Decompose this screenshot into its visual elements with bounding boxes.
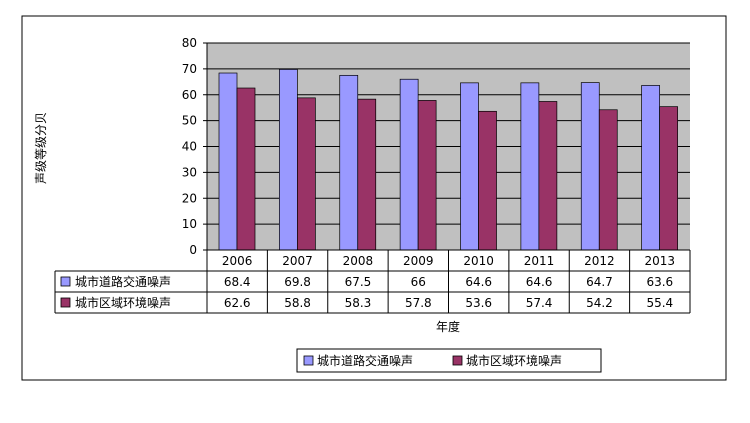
bar-road-traffic <box>279 69 298 251</box>
legend-label-road-traffic: 城市道路交通噪声 <box>317 353 413 368</box>
x-tick-label: 2010 <box>463 254 494 268</box>
y-tick-labels: 0 10 20 30 40 50 60 70 80 <box>182 36 207 257</box>
bars <box>218 69 678 251</box>
x-tick-label: 2006 <box>222 254 253 268</box>
bar-area-environment <box>297 97 316 251</box>
table-value-cell: 58.3 <box>345 296 372 310</box>
bar-area-environment <box>417 100 437 251</box>
table-value-cell: 64.6 <box>526 275 553 289</box>
x-tick-label: 2012 <box>584 254 615 268</box>
table-value-cell: 57.8 <box>405 296 432 310</box>
data-table: 2006 2007 2008 2009 2010 2011 2012 2013 城市道路交通噪声… <box>54 249 691 314</box>
y-tick-label: 20 <box>182 191 197 205</box>
legend-label-area-environment: 城市区域环境噪声 <box>466 353 562 368</box>
y-tick-label: 30 <box>182 165 197 179</box>
legend-swatch-area-environment <box>452 355 463 366</box>
x-tick-label: 2013 <box>645 254 676 268</box>
y-axis-label: 声级等级分贝 <box>34 112 48 184</box>
y-tick-label: 60 <box>182 88 197 102</box>
table-value-cell: 63.6 <box>646 275 673 289</box>
bar-road-traffic <box>339 74 359 251</box>
table-value-cell: 53.6 <box>465 296 492 310</box>
bar-road-traffic <box>641 85 660 251</box>
table-value-cell: 64.7 <box>586 275 613 289</box>
table-value-cell: 68.4 <box>224 275 251 289</box>
x-axis-label: 年度 <box>436 319 460 334</box>
y-tick-label: 70 <box>182 62 197 76</box>
x-tick-label: 2009 <box>403 254 434 268</box>
table-value-cell: 54.2 <box>586 296 613 310</box>
y-tick-label: 40 <box>182 140 197 154</box>
y-tick-label: 80 <box>182 36 197 50</box>
y-tick-label: 50 <box>182 114 197 128</box>
x-tick-label: 2011 <box>524 254 555 268</box>
bar-area-environment <box>538 101 558 251</box>
bar-area-environment <box>236 87 256 251</box>
table-series-swatch <box>60 297 71 308</box>
table-series-name: 城市区域环境噪声 <box>75 295 171 310</box>
table-value-cell: 67.5 <box>345 275 372 289</box>
bar-road-traffic <box>520 82 540 251</box>
bar-road-traffic <box>399 78 419 251</box>
table-value-cell: 55.4 <box>646 296 673 310</box>
bar-road-traffic <box>460 82 479 251</box>
table-value-cell: 57.4 <box>526 296 553 310</box>
table-value-cell: 62.6 <box>224 296 251 310</box>
legend-swatch-road-traffic <box>303 355 314 366</box>
table-series-name: 城市道路交通噪声 <box>75 274 171 289</box>
bar-area-environment <box>598 109 618 251</box>
table-value-cell: 58.8 <box>284 296 311 310</box>
bar-road-traffic <box>218 72 238 251</box>
bar-area-environment <box>478 110 497 251</box>
bar-area-environment <box>357 98 377 251</box>
y-tick-label: 0 <box>189 243 197 257</box>
bar-area-environment <box>659 106 678 251</box>
table-value-cell: 69.8 <box>284 275 311 289</box>
x-tick-label: 2007 <box>282 254 313 268</box>
table-series-swatch <box>60 276 71 287</box>
bar-road-traffic <box>580 82 600 251</box>
legend: 城市道路交通噪声 城市区域环境噪声 <box>296 348 602 373</box>
table-value-cell: 66 <box>411 275 426 289</box>
x-tick-label: 2008 <box>343 254 374 268</box>
legend-box <box>296 348 602 373</box>
y-tick-label: 10 <box>182 217 197 231</box>
table-value-cell: 64.6 <box>465 275 492 289</box>
